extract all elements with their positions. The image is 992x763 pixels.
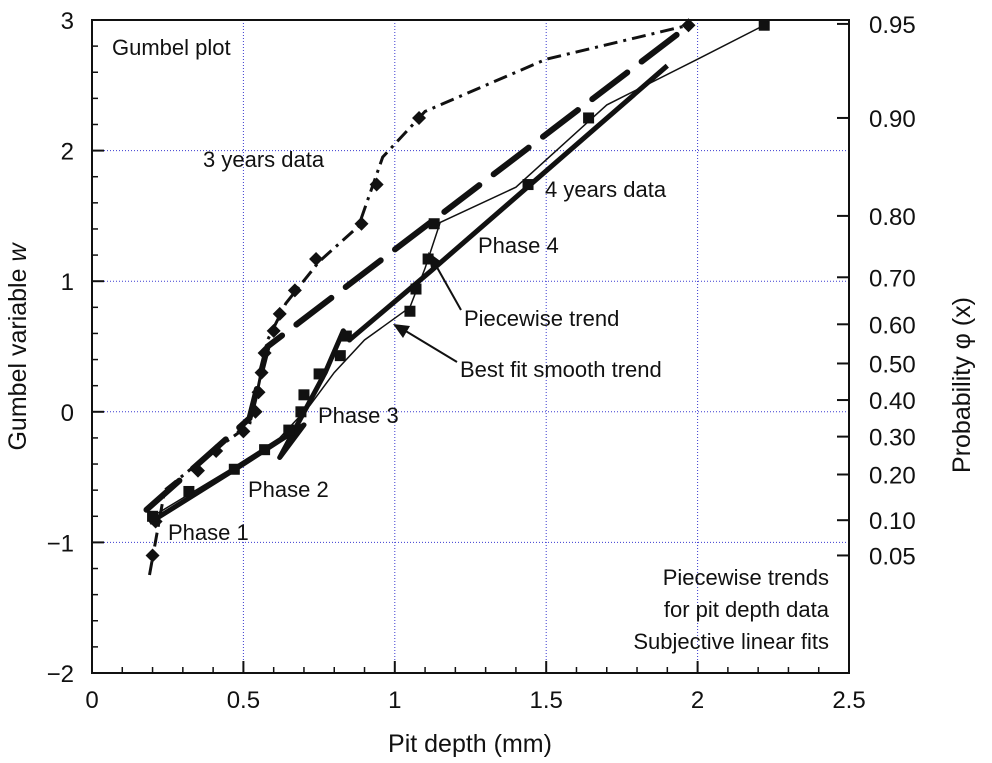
diamond-marker (254, 365, 269, 380)
y-tick-label: 0 (61, 400, 74, 427)
y-tick-label: 2 (61, 139, 74, 166)
right-tick-label: 0.10 (869, 508, 916, 535)
y-tick-label: −1 (47, 530, 74, 557)
piecewise-arrowhead (428, 252, 443, 268)
diamond-marker (266, 323, 281, 338)
data-markers (145, 18, 770, 563)
diamond-marker (272, 306, 287, 321)
right-tick-label: 0.95 (869, 12, 916, 39)
grid-lines (92, 20, 849, 673)
diamond-marker (369, 177, 384, 192)
chart-title: Gumbel plot (112, 35, 231, 60)
square-marker (340, 330, 352, 342)
square-marker (259, 444, 271, 456)
square-marker (758, 19, 770, 31)
diamond-marker (681, 18, 696, 33)
square-marker (295, 406, 307, 418)
trend-line-thick (148, 63, 669, 525)
x-axis-label: Pit depth (mm) (388, 730, 552, 758)
note-line-2: for pit depth data (664, 597, 830, 622)
label-4-years: 4 years data (545, 177, 667, 202)
diamond-marker (251, 385, 266, 400)
note-line-3: Subjective linear fits (633, 629, 829, 654)
right-tick-label: 0.60 (869, 312, 916, 339)
piecewise-arrow-line (433, 261, 462, 311)
note-line-1: Piecewise trends (663, 565, 829, 590)
square-marker (283, 424, 295, 436)
y-tick-label: 1 (61, 269, 74, 296)
square-marker (428, 218, 440, 230)
right-tick-label: 0.40 (869, 388, 916, 415)
right-tick-label: 0.50 (869, 351, 916, 378)
right-tick-label: 0.30 (869, 425, 916, 452)
diamond-marker (236, 424, 251, 439)
label-phase-1: Phase 1 (168, 520, 249, 545)
y-axis-label-right: Probability φ (x) (948, 297, 976, 473)
square-marker (147, 510, 159, 522)
square-marker (404, 305, 416, 317)
plot-frame (91, 19, 850, 674)
square-marker (183, 485, 195, 497)
diamond-marker (354, 216, 369, 231)
axis-ticks: 0 0.5 1 1.5 2 2.5 −2 −1 0 1 2 3 0.95 0.90 0.80 0.70 0.60… (47, 8, 916, 714)
annotation-arrows (393, 252, 462, 363)
square-marker (410, 283, 422, 295)
label-phase-3: Phase 3 (318, 403, 399, 428)
label-3-years: 3 years data (203, 147, 325, 172)
square-marker (313, 368, 325, 380)
right-tick-label: 0.70 (869, 265, 916, 292)
trend-line-dash-dot (148, 23, 689, 576)
y-tick-label: 3 (61, 8, 74, 35)
right-tick-label: 0.80 (869, 204, 916, 231)
right-tick-label: 0.05 (869, 543, 916, 570)
label-best-fit-trend: Best fit smooth trend (460, 357, 662, 382)
trend-line-thin (152, 24, 765, 517)
square-marker (334, 350, 346, 362)
x-tick-label: 0.5 (227, 687, 260, 714)
diamond-marker (190, 463, 205, 478)
diamond-marker (257, 346, 272, 361)
label-piecewise-trend: Piecewise trend (464, 306, 619, 331)
trend-line-dashed (143, 27, 686, 513)
square-marker (583, 112, 595, 124)
label-phase-4: Phase 4 (478, 233, 559, 258)
x-tick-label: 2.5 (832, 687, 865, 714)
diamond-marker (287, 283, 302, 298)
diamond-marker (412, 110, 427, 125)
y-axis-label: Gumbel variable w (4, 242, 32, 451)
right-tick-label: 0.20 (869, 462, 916, 489)
right-tick-label: 0.90 (869, 106, 916, 133)
diamond-marker (309, 251, 324, 266)
diamond-marker (145, 548, 160, 563)
label-phase-2: Phase 2 (248, 477, 329, 502)
bestfit-arrowhead (393, 324, 410, 338)
x-tick-label: 2 (691, 687, 704, 714)
square-marker (228, 463, 240, 475)
diamond-marker (248, 404, 263, 419)
square-marker (298, 389, 310, 401)
bestfit-arrow-line (403, 329, 458, 363)
square-marker (422, 253, 434, 265)
diamond-marker (209, 443, 224, 458)
y-tick-label: −2 (47, 661, 74, 688)
square-marker (522, 179, 534, 191)
x-tick-label: 0 (85, 687, 98, 714)
x-tick-label: 1 (388, 687, 401, 714)
x-tick-label: 1.5 (530, 687, 563, 714)
